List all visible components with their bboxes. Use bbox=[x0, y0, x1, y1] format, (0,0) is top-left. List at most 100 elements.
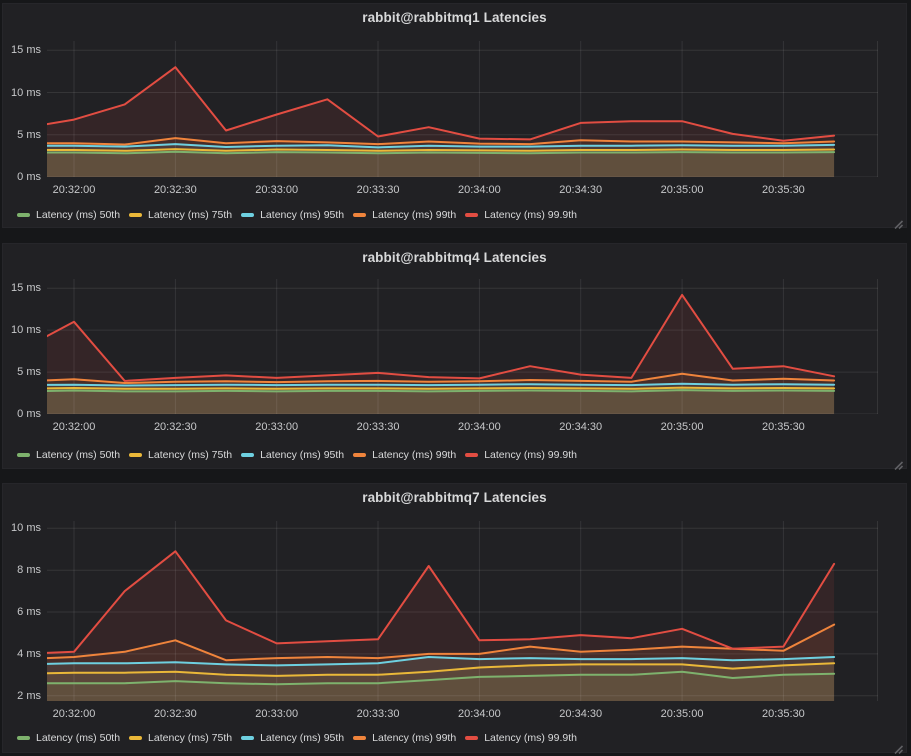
area-fill-latency-ms-99th bbox=[47, 138, 835, 177]
legend-label: Latency (ms) 75th bbox=[148, 732, 233, 744]
x-axis-label: 20:32:00 bbox=[52, 184, 96, 196]
panel-resize-handle-icon[interactable] bbox=[894, 741, 904, 755]
legend-item-latency-ms-99th[interactable]: Latency (ms) 99th bbox=[353, 731, 456, 745]
x-axis-label: 20:35:00 bbox=[660, 421, 704, 433]
area-fill-latency-ms-75th bbox=[47, 149, 835, 177]
legend-swatch-icon bbox=[465, 736, 479, 740]
x-axis-label: 20:35:00 bbox=[660, 184, 704, 196]
series-line-latency-ms-50th bbox=[47, 670, 836, 686]
legend-label: Latency (ms) 75th bbox=[148, 209, 233, 221]
legend-item-latency-ms-75th[interactable]: Latency (ms) 75th bbox=[129, 448, 232, 462]
legend-swatch-icon bbox=[17, 213, 30, 217]
resize-grip-icon bbox=[894, 461, 904, 471]
legend-item-latency-ms-99.9th[interactable]: Latency (ms) 99.9th bbox=[465, 208, 577, 222]
latency-chart-rabbitmq4[interactable]: 0 ms 5 ms 10 ms 15 ms 20:32:00 20:32:30 20:33:… bbox=[3, 244, 906, 468]
x-axis-label: 20:34:30 bbox=[559, 708, 603, 720]
latency-chart-rabbitmq1[interactable]: 0 ms 5 ms 10 ms 15 ms 20:32:00 20:32:30 20:33:… bbox=[3, 4, 906, 227]
x-axis-label: 20:33:00 bbox=[255, 708, 299, 720]
x-axis-label: 20:32:30 bbox=[153, 421, 197, 433]
x-axis-label: 20:34:00 bbox=[457, 184, 501, 196]
x-axis-label: 20:35:30 bbox=[761, 184, 805, 196]
series-line-latency-ms-99.9th bbox=[47, 293, 836, 382]
y-axis-label: 2 ms bbox=[17, 689, 41, 702]
panel-rabbitmq1: rabbit@rabbitmq1 Latencies 0 ms 5 ms 10 ms… bbox=[2, 3, 907, 230]
legend: Latency (ms) 50th Latency (ms) 75th Latenc… bbox=[17, 448, 586, 462]
series-line-latency-ms-75th bbox=[47, 386, 836, 390]
series-lines bbox=[47, 66, 836, 155]
legend-item-latency-ms-95th[interactable]: Latency (ms) 95th bbox=[241, 731, 344, 745]
legend-swatch-icon bbox=[129, 213, 143, 217]
plot-canvas[interactable] bbox=[47, 521, 878, 701]
legend-swatch-icon bbox=[353, 213, 367, 217]
y-axis-label: 10 ms bbox=[11, 324, 41, 337]
legend-item-latency-ms-50th[interactable]: Latency (ms) 50th bbox=[17, 208, 120, 222]
legend-label: Latency (ms) 99th bbox=[372, 732, 457, 744]
panel-title-rabbitmq4[interactable]: rabbit@rabbitmq4 Latencies bbox=[362, 250, 547, 265]
legend-swatch-icon bbox=[465, 213, 479, 217]
y-axis-label: 5 ms bbox=[17, 128, 41, 141]
legend-swatch-icon bbox=[353, 736, 367, 740]
x-axis-label: 20:35:30 bbox=[761, 421, 805, 433]
x-axis-label: 20:33:30 bbox=[356, 421, 400, 433]
x-axis-label: 20:35:00 bbox=[660, 708, 704, 720]
series-line-latency-ms-50th bbox=[47, 150, 836, 155]
series-line-latency-ms-75th bbox=[47, 148, 836, 152]
panel-title-rabbitmq7[interactable]: rabbit@rabbitmq7 Latencies bbox=[362, 490, 547, 505]
legend-label: Latency (ms) 50th bbox=[36, 732, 121, 744]
legend-label: Latency (ms) 95th bbox=[260, 449, 345, 461]
x-axis-label: 20:33:00 bbox=[255, 421, 299, 433]
y-axis-label: 10 ms bbox=[11, 522, 41, 535]
legend-label: Latency (ms) 95th bbox=[260, 209, 345, 221]
series-line-latency-ms-50th bbox=[47, 389, 836, 393]
legend-item-latency-ms-99.9th[interactable]: Latency (ms) 99.9th bbox=[465, 731, 577, 745]
series-area-fills bbox=[47, 294, 835, 414]
legend-swatch-icon bbox=[241, 453, 255, 457]
legend-item-latency-ms-99.9th[interactable]: Latency (ms) 99.9th bbox=[465, 448, 577, 462]
legend-label: Latency (ms) 50th bbox=[36, 209, 121, 221]
legend-item-latency-ms-95th[interactable]: Latency (ms) 95th bbox=[241, 448, 344, 462]
legend-item-latency-ms-75th[interactable]: Latency (ms) 75th bbox=[129, 731, 232, 745]
legend-item-latency-ms-75th[interactable]: Latency (ms) 75th bbox=[129, 208, 232, 222]
area-fill-latency-ms-50th bbox=[47, 151, 835, 177]
legend-item-latency-ms-95th[interactable]: Latency (ms) 95th bbox=[241, 208, 344, 222]
legend-label: Latency (ms) 99th bbox=[372, 209, 457, 221]
latency-chart-rabbitmq7[interactable]: 2 ms 4 ms 6 ms 8 ms 10 ms 20:32:00 20:32:30 20:… bbox=[3, 484, 906, 752]
legend-item-latency-ms-99th[interactable]: Latency (ms) 99th bbox=[353, 208, 456, 222]
x-axis-label: 20:34:30 bbox=[559, 184, 603, 196]
plot-canvas[interactable] bbox=[47, 41, 878, 177]
x-axis-label: 20:34:00 bbox=[457, 421, 501, 433]
legend-label: Latency (ms) 99th bbox=[372, 449, 457, 461]
y-axis-label: 8 ms bbox=[17, 564, 41, 577]
grid-lines bbox=[47, 279, 878, 414]
series-line-latency-ms-99th bbox=[47, 372, 836, 384]
y-axis-label: 10 ms bbox=[11, 86, 41, 99]
panel-title-rabbitmq1[interactable]: rabbit@rabbitmq1 Latencies bbox=[362, 10, 547, 25]
legend-swatch-icon bbox=[465, 453, 479, 457]
series-line-latency-ms-99.9th bbox=[47, 66, 836, 142]
legend-item-latency-ms-50th[interactable]: Latency (ms) 50th bbox=[17, 731, 120, 745]
x-axis-label: 20:35:30 bbox=[761, 708, 805, 720]
plot-canvas[interactable] bbox=[47, 279, 878, 414]
legend-item-latency-ms-50th[interactable]: Latency (ms) 50th bbox=[17, 448, 120, 462]
panel-resize-handle-icon[interactable] bbox=[894, 216, 904, 230]
legend-swatch-icon bbox=[17, 453, 30, 457]
series-line-latency-ms-75th bbox=[47, 662, 836, 677]
x-axis-label: 20:32:00 bbox=[52, 708, 96, 720]
series-line-latency-ms-99th bbox=[47, 137, 836, 146]
series-line-latency-ms-95th bbox=[47, 143, 836, 149]
legend-label: Latency (ms) 50th bbox=[36, 449, 121, 461]
area-fill-latency-ms-75th bbox=[47, 663, 835, 701]
series-lines bbox=[47, 293, 836, 393]
legend-swatch-icon bbox=[129, 736, 143, 740]
resize-grip-icon bbox=[894, 745, 904, 755]
y-axis-label: 0 ms bbox=[17, 408, 41, 420]
y-axis-label: 6 ms bbox=[17, 606, 41, 619]
resize-grip-icon bbox=[894, 220, 904, 230]
legend-item-latency-ms-99th[interactable]: Latency (ms) 99th bbox=[353, 448, 456, 462]
x-axis-label: 20:32:00 bbox=[52, 421, 96, 433]
legend-label: Latency (ms) 99.9th bbox=[484, 732, 577, 744]
panel-resize-handle-icon[interactable] bbox=[894, 457, 904, 471]
x-axis-label: 20:34:30 bbox=[559, 421, 603, 433]
y-axis-label: 5 ms bbox=[17, 366, 41, 379]
